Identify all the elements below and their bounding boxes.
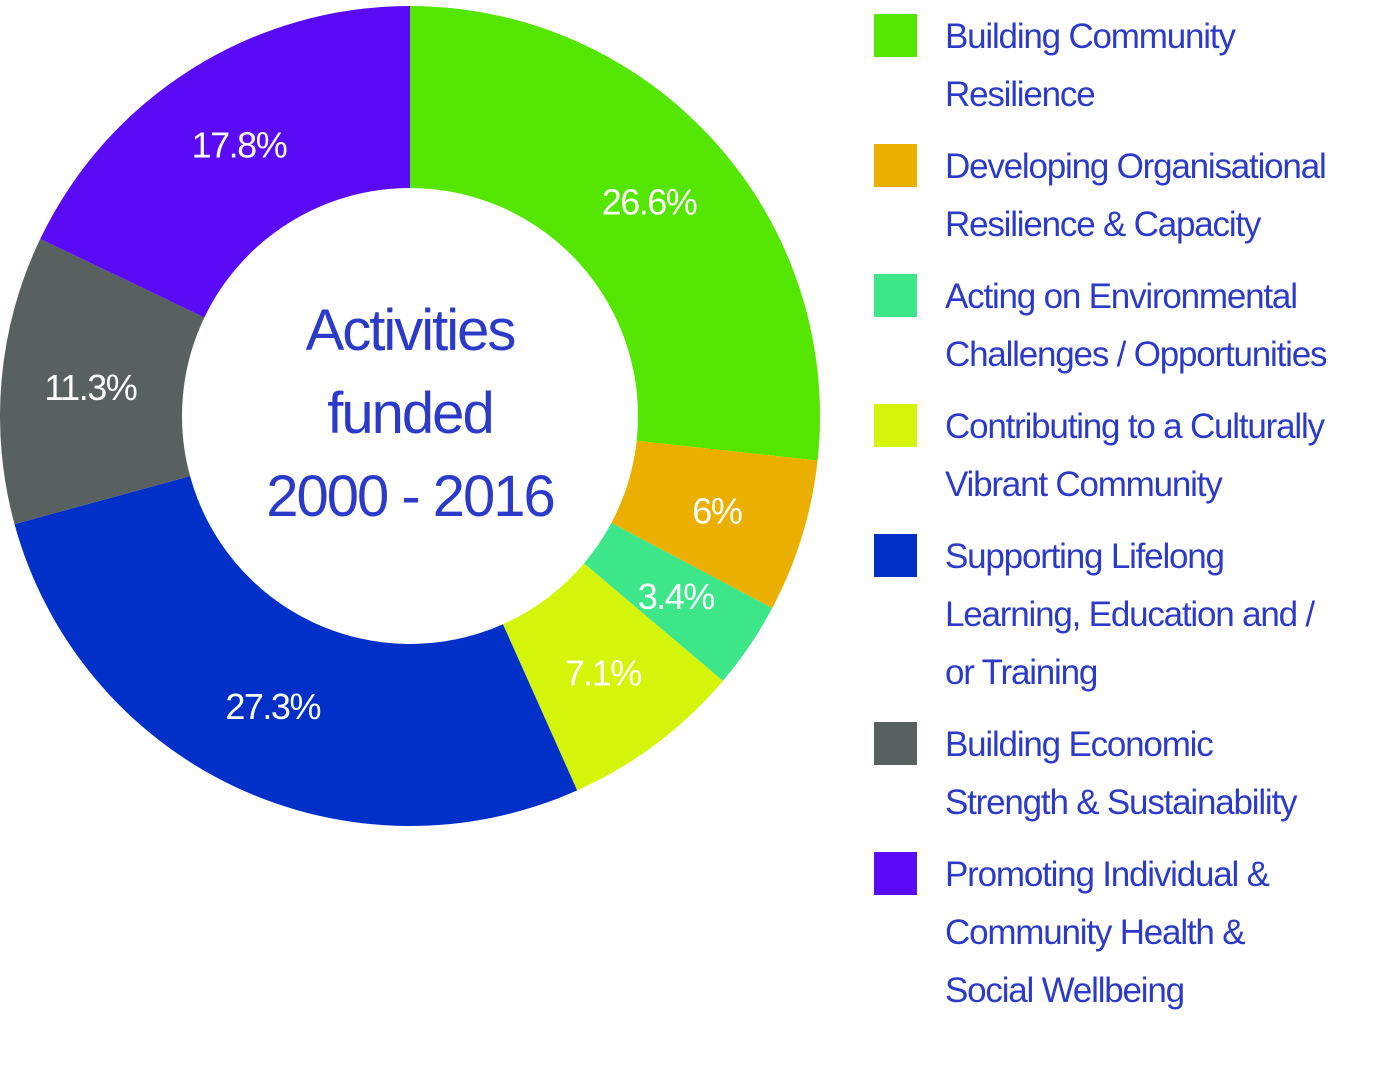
slice-5 [14, 476, 578, 827]
slice-3 [584, 522, 773, 681]
legend-item-1: Building Community Resilience [874, 8, 1394, 124]
slice-1 [410, 6, 820, 461]
center-title-line-1: Activities [306, 298, 515, 363]
slice-label-6: 11.3% [44, 367, 136, 408]
slices-group [0, 6, 820, 827]
legend-label-7: Promoting Individual & Community Health … [945, 855, 1270, 1010]
legend-swatch-5 [874, 534, 917, 577]
legend-label-1: Building Community Resilience [945, 17, 1236, 114]
donut-chart: 26.6% 6% 3.4% 7.1% 27.3% 11.3% 17.8% Activitie… [0, 6, 820, 827]
center-title-line-2: funded [327, 381, 492, 446]
slice-7 [40, 6, 410, 318]
legend-swatch-7 [874, 852, 917, 895]
slice-label-2: 6% [692, 490, 742, 531]
legend-label-6: Building Economic Strength & Sustainabil… [945, 725, 1298, 822]
slice-label-3: 3.4% [638, 576, 715, 617]
legend-label-4: Contributing to a Culturally Vibrant Com… [945, 407, 1325, 504]
legend-item-6: Building Economic Strength & Sustainabil… [874, 716, 1394, 832]
slice-label-1: 26.6% [602, 182, 697, 223]
slice-label-4: 7.1% [565, 653, 642, 694]
legend-item-3: Acting on Environmental Challenges / Opp… [874, 268, 1394, 384]
slice-label-7: 17.8% [192, 124, 287, 165]
legend-label-2: Developing Organisational Resilience & C… [945, 147, 1327, 244]
legend-item-7: Promoting Individual & Community Health … [874, 846, 1394, 1020]
slice-labels-group: 26.6% 6% 3.4% 7.1% 27.3% 11.3% 17.8% [44, 124, 743, 727]
legend: Building Community Resilience Developing … [874, 8, 1394, 1034]
slice-6 [0, 238, 205, 525]
center-title: Activities funded 2000 - 2016 [266, 298, 556, 529]
legend-label-3: Acting on Environmental Challenges / Opp… [945, 277, 1327, 374]
legend-item-4: Contributing to a Culturally Vibrant Com… [874, 398, 1394, 514]
center-title-line-3: 2000 - 2016 [266, 464, 554, 529]
legend-item-5: Supporting Lifelong Learning, Education … [874, 528, 1394, 702]
legend-swatch-1 [874, 14, 917, 57]
slice-4 [502, 563, 723, 791]
legend-swatch-6 [874, 722, 917, 765]
legend-swatch-4 [874, 404, 917, 447]
slice-2 [611, 440, 818, 609]
slice-label-5: 27.3% [225, 686, 320, 727]
legend-label-5: Supporting Lifelong Learning, Education … [945, 537, 1315, 692]
legend-swatch-3 [874, 274, 917, 317]
legend-item-2: Developing Organisational Resilience & C… [874, 138, 1394, 254]
legend-swatch-2 [874, 144, 917, 187]
